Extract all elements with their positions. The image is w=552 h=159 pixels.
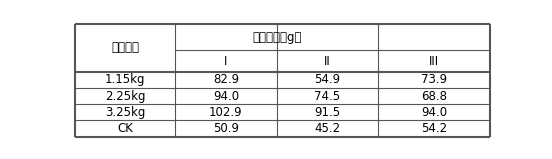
- Text: 73.9: 73.9: [421, 73, 448, 86]
- Text: 54.9: 54.9: [315, 73, 341, 86]
- Text: 91.5: 91.5: [315, 106, 341, 119]
- Text: 74.5: 74.5: [315, 90, 341, 103]
- Text: 50.9: 50.9: [213, 122, 239, 135]
- Text: 2.25kg: 2.25kg: [105, 90, 146, 103]
- Text: 54.2: 54.2: [421, 122, 448, 135]
- Text: 45.2: 45.2: [315, 122, 341, 135]
- Text: 102.9: 102.9: [209, 106, 243, 119]
- Text: III: III: [429, 55, 439, 68]
- Text: 单株鲜重（g）: 单株鲜重（g）: [252, 31, 301, 44]
- Text: 94.0: 94.0: [213, 90, 239, 103]
- Text: 68.8: 68.8: [421, 90, 447, 103]
- Text: 82.9: 82.9: [213, 73, 239, 86]
- Text: 施肥处理: 施肥处理: [111, 41, 139, 54]
- Text: 1.15kg: 1.15kg: [105, 73, 146, 86]
- Text: I: I: [224, 55, 227, 68]
- Text: CK: CK: [117, 122, 133, 135]
- Text: II: II: [324, 55, 331, 68]
- Text: 3.25kg: 3.25kg: [105, 106, 145, 119]
- Text: 94.0: 94.0: [421, 106, 448, 119]
